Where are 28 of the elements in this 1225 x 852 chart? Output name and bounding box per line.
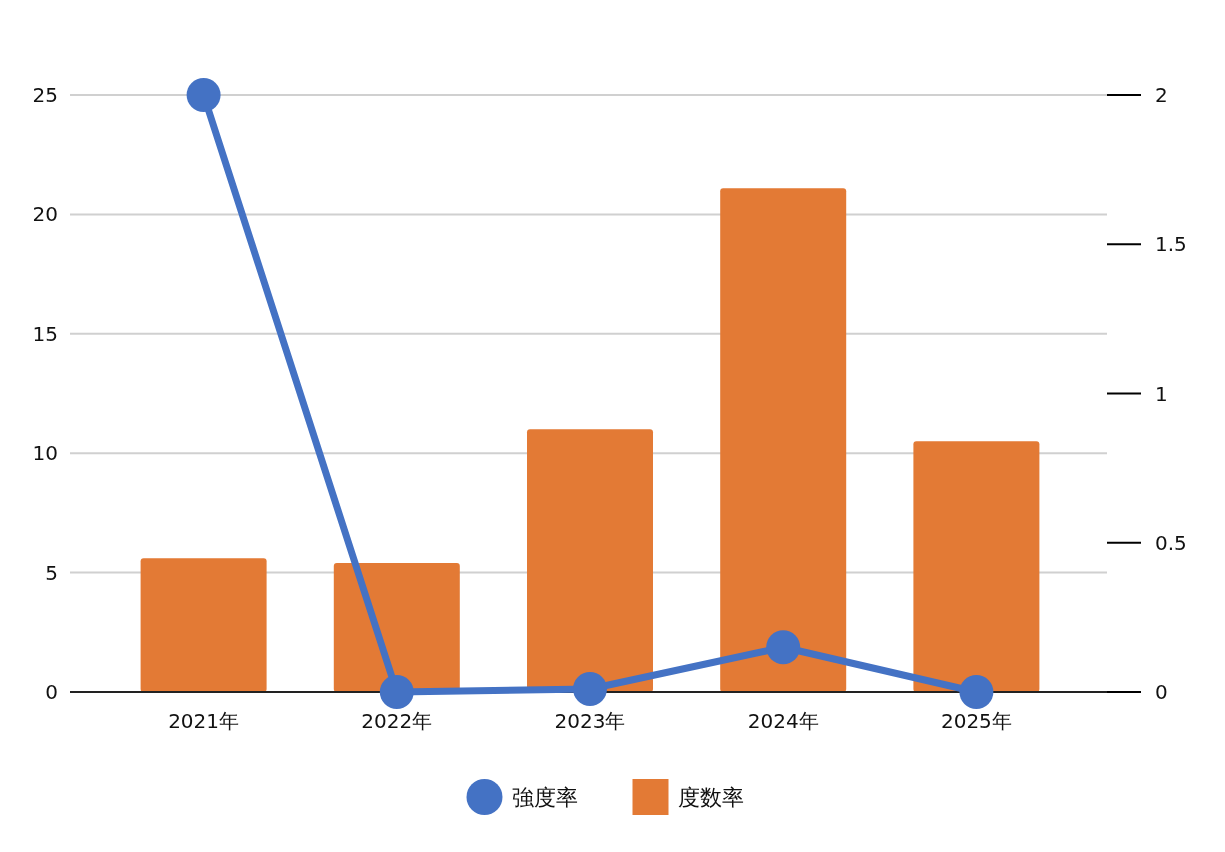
legend-label: 度数率 bbox=[677, 785, 744, 810]
point bbox=[766, 630, 801, 665]
y-tick-label: 20 bbox=[32, 202, 58, 227]
bar bbox=[913, 441, 1040, 692]
point bbox=[573, 672, 607, 707]
x-tick-label: 2021年 bbox=[168, 709, 240, 733]
y2-tick-label: 1 bbox=[1155, 381, 1168, 406]
x-tick-label: 2022年 bbox=[361, 709, 433, 733]
x-tick-label: 2025年 bbox=[940, 709, 1012, 733]
point bbox=[959, 675, 994, 709]
point bbox=[186, 78, 221, 112]
y-tick-label: 25 bbox=[32, 83, 58, 107]
bar bbox=[140, 558, 267, 692]
y2-tick-label: 2 bbox=[1155, 83, 1168, 107]
y2-tick-label: 0.5 bbox=[1155, 530, 1187, 555]
point bbox=[379, 675, 414, 709]
legend-label: 強度率 bbox=[511, 785, 578, 810]
bar bbox=[333, 563, 460, 692]
y-tick-label: 0 bbox=[45, 680, 58, 704]
x-tick-label: 2023年 bbox=[554, 709, 626, 733]
bar bbox=[720, 188, 847, 692]
y-tick-label: 10 bbox=[32, 441, 58, 466]
y-tick-label: 15 bbox=[32, 321, 58, 346]
y-tick-label: 5 bbox=[45, 560, 58, 585]
bar bbox=[527, 429, 653, 692]
y2-tick-label: 0 bbox=[1155, 680, 1168, 704]
x-tick-label: 2024年 bbox=[747, 709, 819, 733]
y2-tick-label: 1.5 bbox=[1155, 232, 1187, 257]
